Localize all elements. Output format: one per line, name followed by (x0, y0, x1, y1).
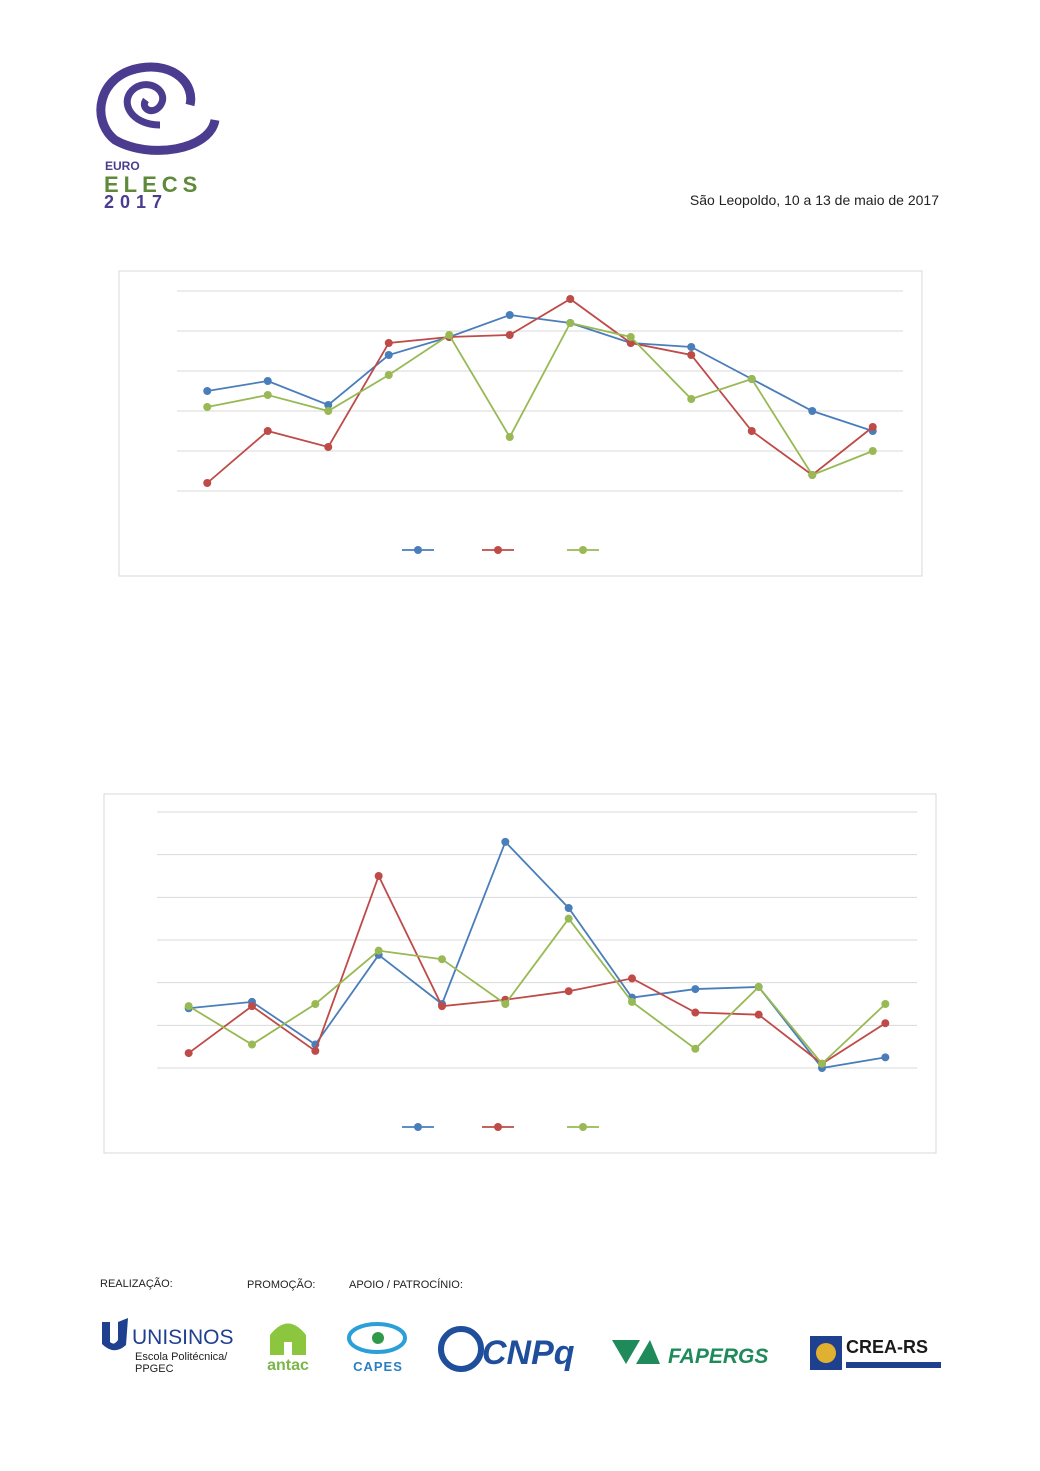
logo-text: FAPERGS (668, 1345, 768, 1368)
data-point (808, 407, 817, 415)
data-point (203, 479, 212, 487)
capes-icon (372, 1332, 384, 1344)
data-point (564, 904, 573, 912)
logo-text: Escola Politécnica/ (135, 1351, 228, 1363)
logo-text: ELECS (104, 172, 202, 197)
data-point (808, 471, 817, 479)
data-point (754, 1010, 763, 1019)
data-point (566, 295, 575, 303)
antac-icon (270, 1323, 306, 1355)
crea-band (846, 1362, 941, 1368)
data-point (687, 395, 696, 403)
data-point (374, 872, 383, 880)
data-point (626, 339, 635, 347)
legend-marker (579, 546, 587, 554)
data-point (747, 427, 756, 435)
data-point (501, 1000, 510, 1008)
unisinos-icon (102, 1318, 128, 1351)
data-point (687, 351, 696, 359)
crea-icon (816, 1343, 836, 1363)
data-point (881, 1000, 890, 1008)
data-point (691, 1044, 700, 1053)
data-point (505, 311, 514, 319)
data-point (384, 371, 393, 379)
data-point (384, 339, 393, 347)
footer: REALIZAÇÃO: PROMOÇÃO: APOIO / PATROCÍNIO… (100, 1277, 941, 1375)
data-point (248, 1002, 256, 1011)
logo-spiral (123, 81, 166, 129)
logo-spiral (96, 62, 220, 155)
data-point (868, 447, 877, 455)
data-point (248, 1040, 256, 1049)
legend-marker (494, 546, 502, 554)
data-point (263, 377, 272, 385)
series-line (188, 873, 886, 1065)
series-line (207, 321, 874, 477)
data-point (691, 1008, 700, 1017)
data-point (881, 1053, 890, 1062)
chart-frame (118, 270, 923, 577)
data-point (263, 391, 272, 399)
data-point (628, 974, 636, 983)
cnpq-icon (438, 1326, 484, 1372)
data-point (311, 1000, 320, 1008)
data-point (438, 955, 446, 964)
data-point (311, 1046, 320, 1055)
data-point (501, 837, 510, 846)
data-point (203, 403, 212, 411)
series-line (206, 297, 874, 484)
data-point (505, 331, 514, 339)
data-point (263, 427, 272, 435)
data-point (626, 333, 635, 341)
series-line (188, 917, 886, 1066)
logo-text: PPGEC (135, 1363, 174, 1375)
logo-text: antac (267, 1357, 309, 1374)
data-point (564, 987, 573, 996)
logo-text: CREA-RS (846, 1337, 928, 1357)
data-point (445, 331, 454, 339)
data-point (868, 423, 877, 431)
data-point (438, 1002, 446, 1011)
data-point (384, 351, 393, 359)
data-point (881, 1019, 890, 1028)
data-point (324, 443, 333, 451)
logo-text: 2017 (104, 192, 168, 212)
data-point (184, 1049, 193, 1058)
data-point (754, 982, 763, 991)
data-point (505, 433, 514, 441)
series-line (207, 314, 874, 432)
legend-marker (414, 1123, 422, 1131)
logo-text: EURO (105, 159, 140, 173)
data-point (566, 319, 575, 327)
data-point (324, 401, 333, 409)
data-point (564, 914, 573, 923)
legend-marker (414, 546, 422, 554)
data-point (324, 407, 333, 415)
data-point (628, 997, 636, 1006)
logo-text: CNPq (482, 1334, 575, 1372)
data-point (818, 1059, 826, 1068)
footer-label: PROMOÇÃO: (247, 1278, 315, 1291)
data-point (374, 946, 383, 955)
data-point (687, 343, 696, 351)
logo-text: CAPES (353, 1359, 403, 1374)
data-point (184, 1002, 193, 1011)
footer-label: APOIO / PATROCÍNIO: (349, 1278, 463, 1291)
dateline: São Leopoldo, 10 a 13 de maio de 2017 (690, 192, 939, 208)
fapergs-icon (612, 1340, 660, 1364)
data-point (747, 375, 756, 383)
legend-marker (579, 1123, 587, 1131)
chart-frame (103, 793, 937, 1154)
legend-marker (494, 1123, 502, 1131)
logo: EURO ELECS 2017 (96, 62, 220, 212)
footer-label: REALIZAÇÃO: (100, 1277, 173, 1290)
logo-text: UNISINOS (132, 1326, 234, 1349)
data-point (691, 985, 700, 994)
data-point (203, 387, 212, 395)
capes-icon (347, 1322, 407, 1354)
